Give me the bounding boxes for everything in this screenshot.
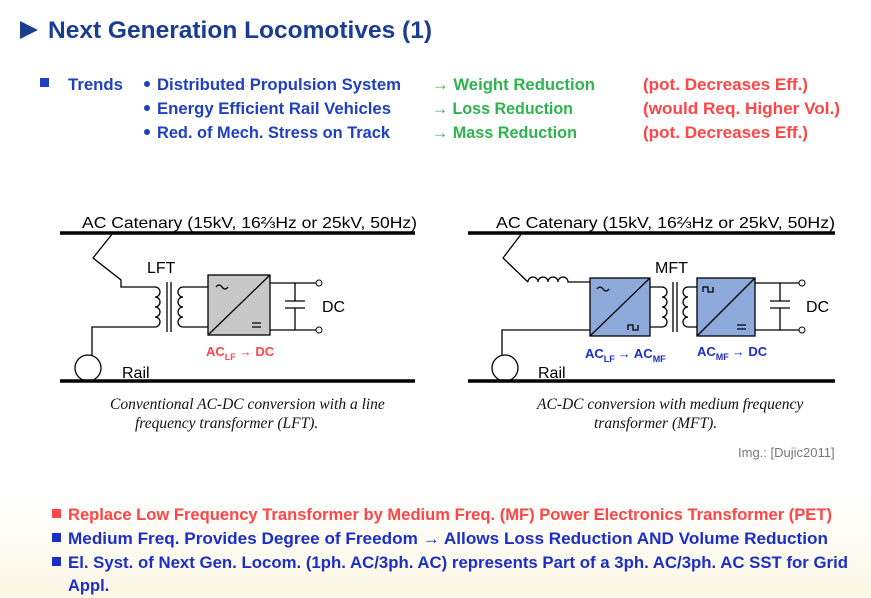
trends-rows: Distributed Propulsion System Energy Eff… xyxy=(144,75,840,142)
stage-sub: LF xyxy=(225,352,236,362)
capacitor xyxy=(755,282,799,331)
image-credit: Img.: [Dujic2011] xyxy=(738,445,835,460)
inductor xyxy=(527,276,590,283)
bullets: Replace Low Frequency Transformer by Med… xyxy=(52,506,848,595)
terminal xyxy=(315,279,323,287)
coil xyxy=(154,286,161,328)
stage-part: → DC xyxy=(239,344,275,359)
bullet-text: El. Syst. of Next Gen. Locom. (1ph. AC/3… xyxy=(68,554,848,572)
trend-item: Energy Efficient Rail Vehicles xyxy=(157,99,391,118)
stage-sub: MF xyxy=(716,352,729,362)
converter-symbol xyxy=(696,277,756,337)
ground-label: Rail xyxy=(538,365,566,382)
trend-note: (would Req. Higher Vol.) xyxy=(643,99,840,118)
dot xyxy=(144,105,150,111)
trend-note: (pot. Decreases Eff.) xyxy=(643,123,808,142)
supply-label: AC Catenary (15kV, 16⅔Hz or 25kV, 50Hz) xyxy=(82,215,417,232)
wheel xyxy=(74,354,102,382)
output-label: DC xyxy=(322,299,345,316)
stage-part: → AC xyxy=(618,346,654,361)
supply-label: AC Catenary (15kV, 16⅔Hz or 25kV, 50Hz) xyxy=(496,215,835,232)
bullet-square xyxy=(52,509,61,518)
title: Next Generation Locomotives (1) xyxy=(48,17,432,44)
transformer-label: LFT xyxy=(147,260,176,277)
wire xyxy=(183,286,208,328)
trends-label: Trends xyxy=(68,75,123,94)
converter-symbol xyxy=(589,277,651,337)
ground-label: Rail xyxy=(122,365,150,382)
stage-part: AC xyxy=(206,344,225,359)
wire xyxy=(501,329,590,355)
trend-item: Red. of Mech. Stress on Track xyxy=(157,123,391,142)
bullet-square xyxy=(52,533,61,542)
transformer-label: MFT xyxy=(655,260,688,277)
pantograph xyxy=(92,232,155,288)
trend-item: Distributed Propulsion System xyxy=(157,75,401,94)
stage-sub: LF xyxy=(604,354,615,364)
stage-part: AC xyxy=(697,344,716,359)
wheel xyxy=(491,354,519,382)
caption: frequency transformer (LFT). xyxy=(135,415,318,432)
stage-part: AC xyxy=(585,346,604,361)
trend-effect: → Loss Reduction xyxy=(432,99,573,118)
stage-part: → DC xyxy=(732,344,768,359)
trend-effect: → Weight Reduction xyxy=(432,75,595,94)
stage-sub: MF xyxy=(653,354,666,364)
terminal xyxy=(798,326,806,334)
coil xyxy=(177,286,184,328)
bullet-square xyxy=(52,557,61,566)
converter-symbol xyxy=(207,274,271,336)
bullet-text: Medium Freq. Provides Degree of Freedom … xyxy=(68,530,828,548)
bullet-text: Replace Low Frequency Transformer by Med… xyxy=(68,506,832,524)
stage-label: ACLF → ACMF xyxy=(585,346,666,364)
caption: transformer (MFT). xyxy=(594,415,717,432)
trend-effect: → Mass Reduction xyxy=(432,123,577,142)
dot xyxy=(144,81,150,87)
terminal xyxy=(315,326,323,334)
title-marker xyxy=(20,21,38,39)
bullet-text: Appl. xyxy=(68,577,109,595)
wire xyxy=(91,326,155,355)
diagram-mft: AC Catenary (15kV, 16⅔Hz or 25kV, 50Hz) … xyxy=(468,215,835,432)
capacitor xyxy=(270,282,316,331)
caption: AC-DC conversion with medium frequency xyxy=(536,396,803,413)
stage-label: ACMF → DC xyxy=(697,344,768,362)
caption: Conventional AC-DC conversion with a lin… xyxy=(110,396,385,413)
stage-label: ACLF → DC xyxy=(206,344,275,362)
coil xyxy=(682,286,697,328)
dot xyxy=(144,129,150,135)
terminal xyxy=(798,279,806,287)
bullet-square xyxy=(40,78,49,87)
pantograph xyxy=(502,232,529,283)
coil xyxy=(650,286,668,328)
trend-note: (pot. Decreases Eff.) xyxy=(643,75,808,94)
footer-band xyxy=(0,492,871,598)
diagram-lft: AC Catenary (15kV, 16⅔Hz or 25kV, 50Hz) … xyxy=(60,215,417,432)
output-label: DC xyxy=(806,299,829,316)
